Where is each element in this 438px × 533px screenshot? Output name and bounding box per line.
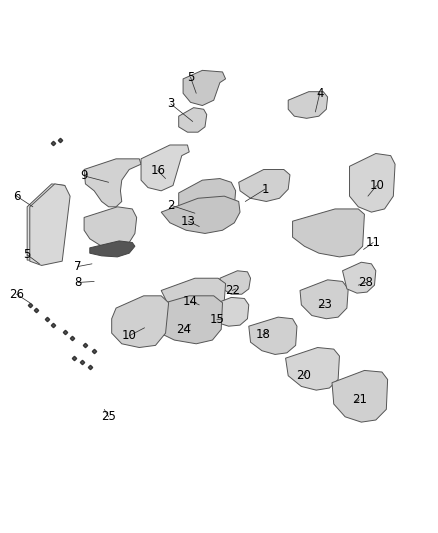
Polygon shape <box>332 370 388 422</box>
Text: 2: 2 <box>167 199 175 212</box>
Text: 7: 7 <box>74 260 82 273</box>
Text: 8: 8 <box>74 276 81 289</box>
Polygon shape <box>249 317 297 354</box>
Text: 22: 22 <box>225 284 240 297</box>
Text: 3: 3 <box>167 98 174 110</box>
Polygon shape <box>27 184 65 260</box>
Text: 18: 18 <box>255 328 270 341</box>
Text: 13: 13 <box>181 215 196 228</box>
Text: 6: 6 <box>13 190 21 203</box>
Polygon shape <box>208 297 249 326</box>
Text: 4: 4 <box>316 87 324 100</box>
Polygon shape <box>152 296 223 344</box>
Text: 1: 1 <box>261 183 269 196</box>
Polygon shape <box>161 196 240 233</box>
Polygon shape <box>141 145 189 191</box>
Text: 28: 28 <box>358 276 373 289</box>
Polygon shape <box>90 241 135 257</box>
Text: 21: 21 <box>352 393 367 406</box>
Text: 5: 5 <box>24 248 31 261</box>
Polygon shape <box>343 262 376 293</box>
Text: 14: 14 <box>183 295 198 308</box>
Polygon shape <box>300 280 348 319</box>
Polygon shape <box>183 70 226 106</box>
Text: 9: 9 <box>80 169 88 182</box>
Polygon shape <box>112 296 169 348</box>
Text: 15: 15 <box>209 313 224 326</box>
Polygon shape <box>84 207 137 248</box>
Polygon shape <box>161 278 226 313</box>
Polygon shape <box>288 92 328 118</box>
Text: 11: 11 <box>366 236 381 249</box>
Text: 20: 20 <box>296 369 311 382</box>
Text: 23: 23 <box>317 298 332 311</box>
Polygon shape <box>350 154 395 212</box>
Text: 26: 26 <box>9 288 24 301</box>
Text: 24: 24 <box>177 323 191 336</box>
Text: 25: 25 <box>101 410 116 423</box>
Text: 16: 16 <box>150 164 165 177</box>
Polygon shape <box>220 271 251 294</box>
Polygon shape <box>179 179 236 223</box>
Polygon shape <box>286 348 339 390</box>
Polygon shape <box>293 209 364 257</box>
Text: 10: 10 <box>369 179 384 192</box>
Text: 10: 10 <box>122 329 137 342</box>
Text: 5: 5 <box>187 71 194 84</box>
Polygon shape <box>84 159 141 207</box>
Polygon shape <box>239 169 290 201</box>
Polygon shape <box>179 108 207 132</box>
Polygon shape <box>30 184 70 265</box>
